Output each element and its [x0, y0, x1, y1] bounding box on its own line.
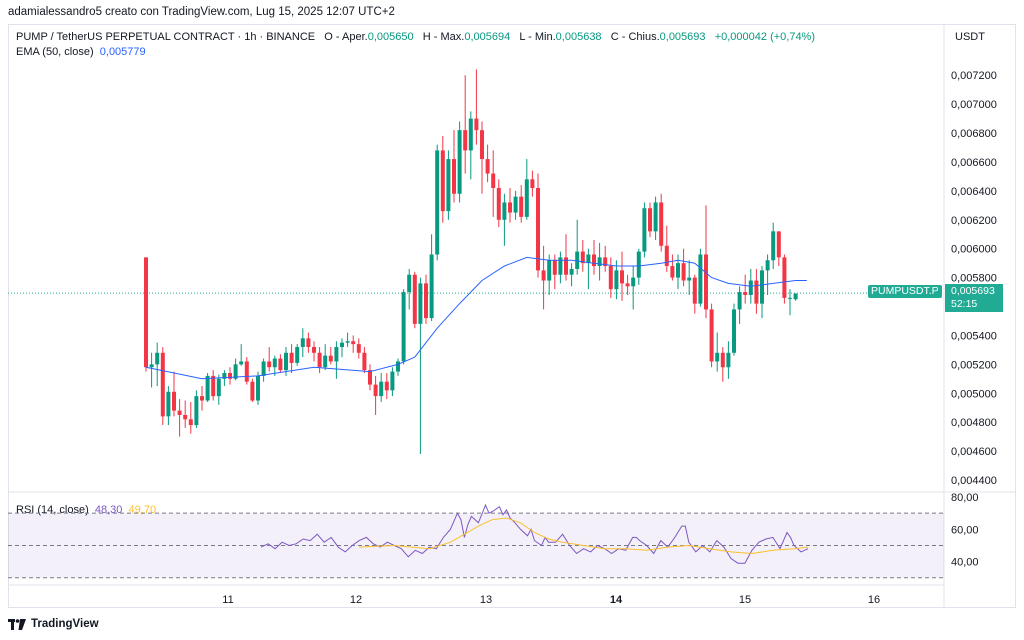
- symbol-title[interactable]: PUMP / TetherUS PERPETUAL CONTRACT · 1h …: [16, 31, 316, 43]
- last-price-value: 0,005693: [951, 285, 995, 297]
- high-value: 0,005694: [464, 31, 511, 43]
- symbol-legend: PUMP / TetherUS PERPETUAL CONTRACT · 1h …: [16, 31, 815, 43]
- rsi-ma-value: 49,70: [128, 504, 157, 516]
- rsi-label: RSI (14, close): [16, 504, 89, 516]
- close-value: 0,005693: [659, 31, 706, 43]
- low-label: L - Min.: [519, 31, 556, 43]
- ema-legend[interactable]: EMA (50, close) 0,005779: [16, 46, 146, 58]
- tradingview-logo[interactable]: TradingView: [8, 618, 99, 630]
- change-value: +0,000042 (+0,74%): [714, 31, 816, 43]
- currency-label[interactable]: USDT: [955, 31, 985, 43]
- close-label: C - Chius.: [610, 31, 660, 43]
- rsi-legend[interactable]: RSI (14, close) 48,30 49,70: [16, 504, 156, 516]
- high-label: H - Max.: [422, 31, 465, 43]
- open-label: O - Aper.: [324, 31, 368, 43]
- rsi-value: 48,30: [94, 504, 123, 516]
- tradingview-logo-text: TradingView: [31, 618, 99, 630]
- ema-label: EMA (50, close): [16, 46, 94, 58]
- attribution-text: adamialessandro5 creato con TradingView.…: [8, 6, 395, 18]
- open-value: 0,005650: [367, 31, 414, 43]
- chart-frame: [8, 24, 1016, 608]
- last-price-tag: 0,005693 52:15: [945, 284, 1003, 312]
- tradingview-logo-icon: [8, 618, 26, 630]
- ema-value: 0,005779: [99, 46, 146, 58]
- low-value: 0,005638: [555, 31, 602, 43]
- bar-countdown: 52:15: [951, 298, 978, 310]
- symbol-price-label: PUMPUSDT.P: [868, 285, 942, 298]
